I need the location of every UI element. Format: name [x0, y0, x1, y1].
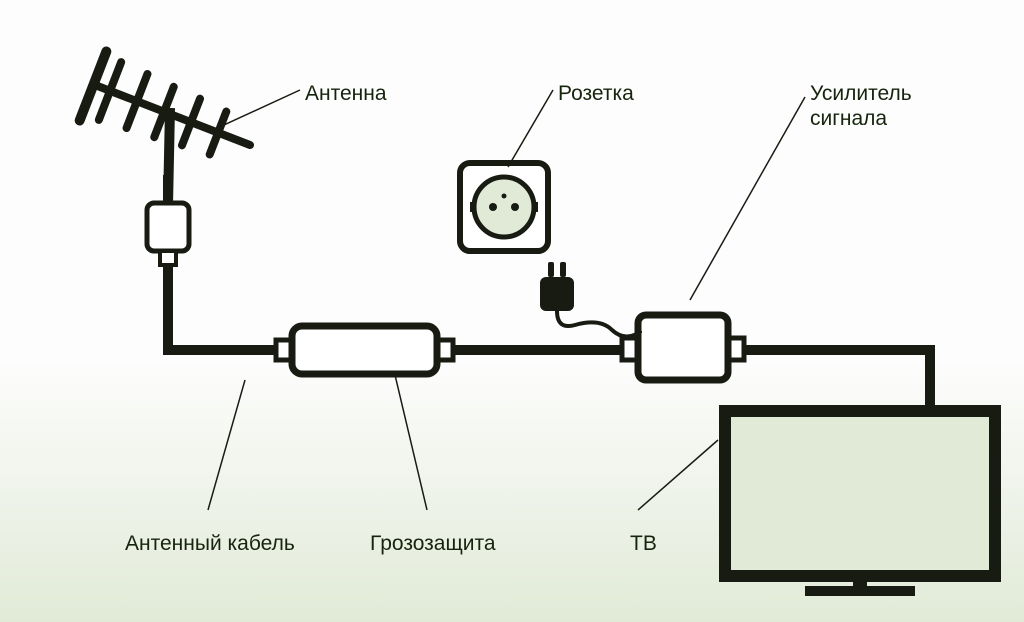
diagram-canvas: Антенна Розетка Усилительсигнала Антенный к…	[0, 0, 1024, 622]
label-cable: Антенный кабель	[125, 532, 295, 556]
label-amplifier-line2: сигнала	[810, 107, 887, 131]
label-amplifier-line1: Усилитель	[810, 82, 912, 106]
label-antenna: Антенна	[305, 82, 387, 106]
power-outlet-icon	[460, 163, 548, 251]
label-tv: ТВ	[630, 532, 657, 556]
label-outlet: Розетка	[558, 82, 634, 106]
surge-protector-icon	[276, 326, 453, 374]
amplifier-icon	[622, 315, 744, 380]
tv-icon	[725, 411, 995, 596]
label-surge: Грозозащита	[370, 532, 496, 556]
